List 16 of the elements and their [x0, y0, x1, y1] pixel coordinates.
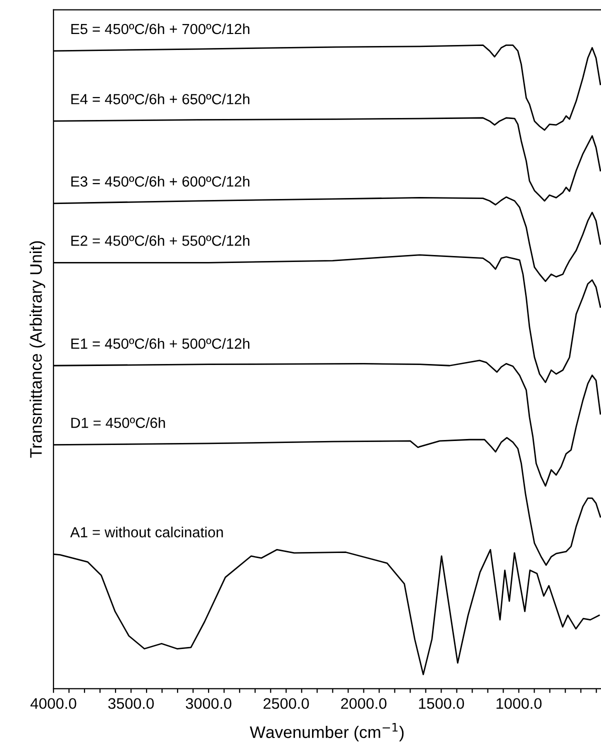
x-tick-label: 2000.0	[341, 698, 386, 709]
series-label: D1 = 450ºC/6h	[71, 417, 165, 428]
series-label: E5 = 450ºC/6h + 700ºC/12h	[71, 23, 250, 34]
series-label: E2 = 450ºC/6h + 550ºC/12h	[71, 235, 250, 246]
series-label: E1 = 450ºC/6h + 500ºC/12h	[71, 338, 250, 349]
x-tick-label: 2500.0	[264, 698, 309, 709]
x-tick-label: 3000.0	[186, 698, 232, 709]
x-axis-title: Wavenumber (cm$^{−1}$)	[250, 723, 404, 742]
x-tick-label: 3500.0	[108, 698, 154, 709]
series-label: A1 = without calcination	[70, 526, 223, 538]
series-label: E3 = 450ºC/6h + 600ºC/12h	[71, 176, 250, 187]
x-tick-label: 4000.0	[30, 698, 76, 709]
x-tick-label: 1500.0	[419, 698, 464, 709]
x-tick-label: 1000.0	[496, 698, 542, 709]
series-label: E4 = 450ºC/6h + 650ºC/12h	[71, 94, 250, 104]
y-axis-title: Transmittance (Arbitrary Unit)	[30, 241, 46, 458]
